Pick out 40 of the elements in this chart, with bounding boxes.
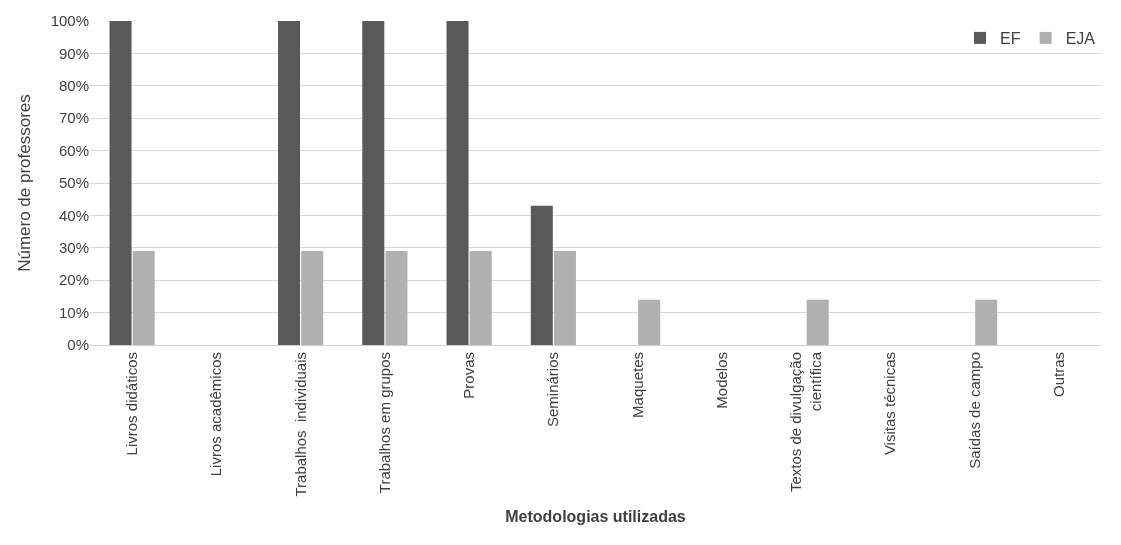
bar bbox=[638, 299, 661, 345]
bar bbox=[469, 251, 492, 345]
x-axis-title: Metodologias utilizadas bbox=[505, 508, 686, 526]
y-tick-label: 50% bbox=[58, 174, 89, 192]
bar bbox=[301, 251, 324, 345]
x-tick-label: Saídas de campo bbox=[965, 352, 983, 469]
bar bbox=[278, 21, 301, 345]
legend-label: EJA bbox=[1065, 30, 1096, 48]
y-tick-label: 70% bbox=[58, 109, 89, 127]
bar bbox=[446, 21, 469, 345]
y-tick-label: 90% bbox=[58, 44, 89, 62]
x-tick-label: Livros didáticos bbox=[123, 352, 141, 456]
y-tick-label: 0% bbox=[67, 336, 89, 354]
bar bbox=[362, 21, 385, 345]
y-tick-label: 100% bbox=[50, 12, 89, 30]
bar bbox=[553, 251, 576, 345]
x-tick-label: Maquetes bbox=[628, 352, 646, 418]
y-tick-label: 40% bbox=[58, 206, 89, 224]
x-tick-label: Trabalhos individuais bbox=[291, 352, 309, 497]
y-tick-label: 60% bbox=[58, 141, 89, 159]
y-tick-label: 10% bbox=[58, 303, 89, 321]
legend-label: EF bbox=[1000, 30, 1021, 48]
y-tick-label: 80% bbox=[58, 77, 89, 95]
x-tick-label: Trabalhos em grupos bbox=[375, 352, 393, 494]
x-tick-label: Modelos bbox=[712, 352, 730, 409]
bar bbox=[806, 299, 829, 345]
bar bbox=[975, 299, 998, 345]
bar bbox=[385, 251, 408, 345]
x-tick-label: Visitas técnicas bbox=[881, 352, 899, 456]
x-tick-label: Outras bbox=[1049, 352, 1067, 398]
y-tick-label: 30% bbox=[58, 239, 89, 257]
x-tick-label: Provas bbox=[460, 352, 478, 399]
bar bbox=[530, 205, 553, 345]
y-tick-label: 20% bbox=[58, 271, 89, 289]
bar bbox=[132, 251, 155, 345]
bar bbox=[109, 21, 132, 345]
x-tick-label: Livros acadêmicos bbox=[207, 352, 225, 477]
x-tick-label: Seminários bbox=[544, 352, 562, 428]
x-tick-label: Textos de divulgação científica bbox=[787, 351, 824, 493]
y-axis-title: Número de professores bbox=[15, 94, 35, 272]
